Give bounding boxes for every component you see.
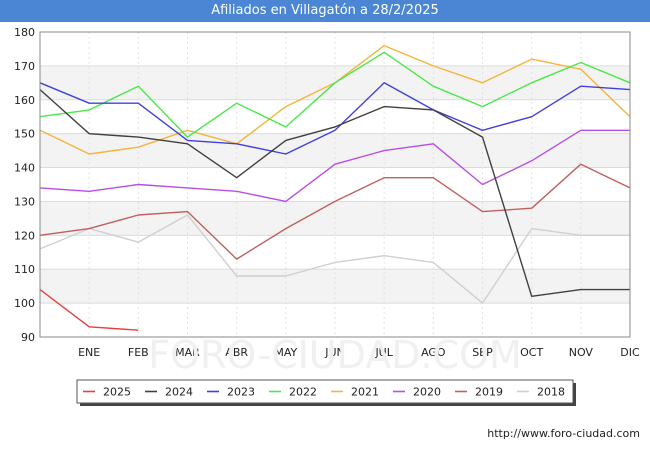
x-tick-label: MAR — [175, 346, 200, 359]
x-tick-label: MAY — [274, 346, 297, 359]
legend-label-2024: 2024 — [165, 386, 193, 399]
y-tick-label: 90 — [21, 331, 35, 344]
series-line-2025 — [39, 289, 139, 331]
series-line-2019 — [39, 163, 631, 260]
chart-title: Afiliados en Villagatón a 28/2/2025 — [211, 3, 439, 18]
legend-label-2023: 2023 — [227, 386, 255, 399]
y-tick-label: 120 — [14, 229, 35, 242]
y-tick-label: 110 — [14, 263, 35, 276]
grid-band — [40, 133, 630, 168]
y-tick-label: 160 — [14, 94, 35, 107]
legend-label-2025: 2025 — [103, 386, 131, 399]
x-tick-label: AGO — [421, 346, 446, 359]
legend-label-2018: 2018 — [537, 386, 565, 399]
series-line-2024 — [39, 89, 630, 297]
y-tick-label: 100 — [14, 297, 35, 310]
y-tick-label: 150 — [14, 128, 35, 141]
x-tick-label: SEP — [472, 346, 493, 359]
series-line-2022 — [39, 51, 631, 138]
watermark: FORO-CIUDAD.COM — [148, 333, 522, 377]
legend-box — [76, 379, 574, 404]
x-tick-label: DIC — [620, 346, 640, 359]
y-tick-label: 130 — [14, 195, 35, 208]
x-tick-label: JUN — [324, 346, 345, 359]
x-tick-label: JUL — [374, 346, 393, 359]
legend-label-2022: 2022 — [289, 386, 317, 399]
series-line-2020 — [39, 129, 630, 203]
plot-frame — [39, 31, 631, 338]
x-tick-label: ENE — [78, 346, 100, 359]
legend-label-2021: 2021 — [351, 386, 379, 399]
legend-label-2020: 2020 — [413, 386, 441, 399]
title-bar — [0, 0, 650, 22]
y-tick-label: 140 — [14, 162, 35, 175]
series-line-2018 — [39, 214, 630, 304]
series-line-2023 — [39, 82, 631, 155]
x-tick-label: NOV — [569, 346, 594, 359]
y-tick-label: 170 — [14, 60, 35, 73]
credit-url[interactable]: http://www.foro-ciudad.com — [487, 427, 640, 440]
x-tick-label: OCT — [520, 346, 543, 359]
x-tick-label: FEB — [128, 346, 149, 359]
legend-label-2019: 2019 — [475, 386, 503, 399]
x-tick-label: ABR — [225, 346, 248, 359]
y-tick-label: 180 — [14, 26, 35, 39]
